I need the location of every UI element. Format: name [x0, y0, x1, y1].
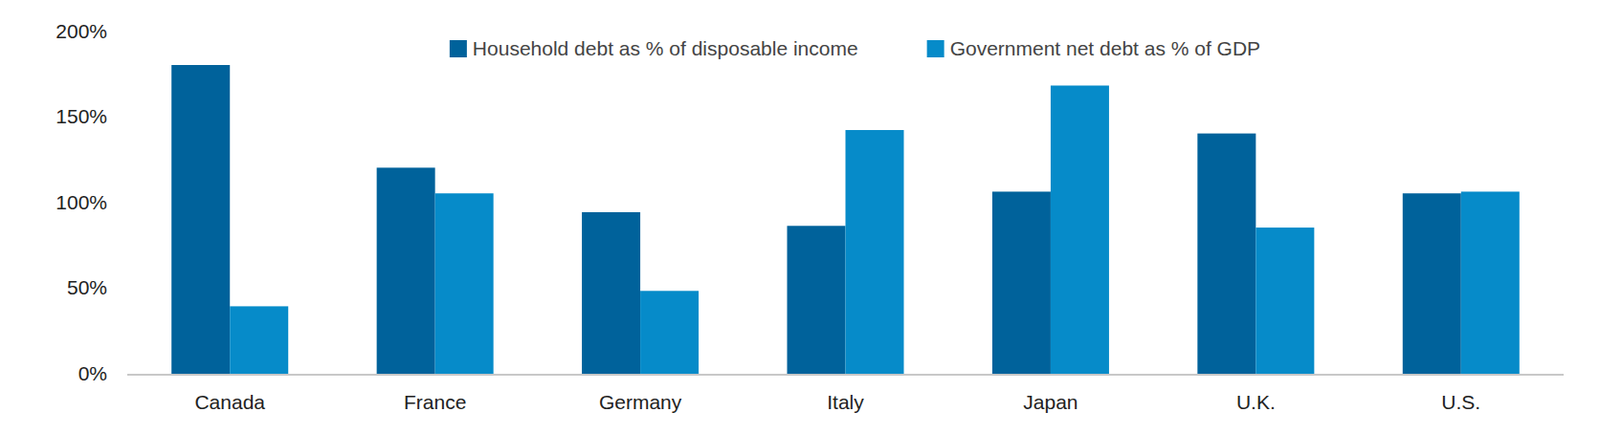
- x-axis: [127, 374, 1564, 377]
- bar: [229, 306, 289, 376]
- y-tick-label: 50%: [66, 276, 108, 299]
- bar: [435, 193, 494, 376]
- x-tick-label: Germany: [599, 391, 683, 414]
- bar: [640, 290, 699, 376]
- legend-label: Household debt as % of disposable income: [472, 37, 859, 60]
- legend-swatch: [449, 40, 467, 58]
- bar: [992, 191, 1051, 376]
- x-tick-label: France: [403, 391, 467, 414]
- bar: [787, 225, 846, 376]
- bar: [377, 167, 436, 376]
- legend: Household debt as % of disposable income…: [449, 37, 1261, 60]
- bar: [1197, 133, 1256, 376]
- legend-swatch: [927, 40, 945, 58]
- y-tick-label: 200%: [55, 20, 108, 43]
- x-tick-label: Italy: [826, 391, 865, 414]
- x-tick-label: U.K.: [1236, 391, 1276, 414]
- x-tick-label: Canada: [194, 391, 266, 414]
- bar: [845, 130, 905, 376]
- y-tick-label: 150%: [55, 105, 108, 128]
- y-tick-label: 0%: [78, 362, 108, 385]
- bar: [1461, 191, 1520, 376]
- y-tick-label: 100%: [55, 191, 108, 214]
- bar: [1255, 227, 1314, 376]
- bar: [581, 212, 641, 376]
- x-tick-label: U.S.: [1441, 391, 1481, 414]
- x-tick-label: Japan: [1022, 391, 1078, 414]
- bars: [171, 65, 1520, 376]
- chart: 0% 50% 100% 150% 200% Canada France Germany Ital…: [0, 0, 1600, 434]
- bar: [1402, 193, 1462, 376]
- bar: [1050, 85, 1110, 376]
- legend-label: Government net debt as % of GDP: [950, 37, 1262, 60]
- bar: [171, 65, 230, 376]
